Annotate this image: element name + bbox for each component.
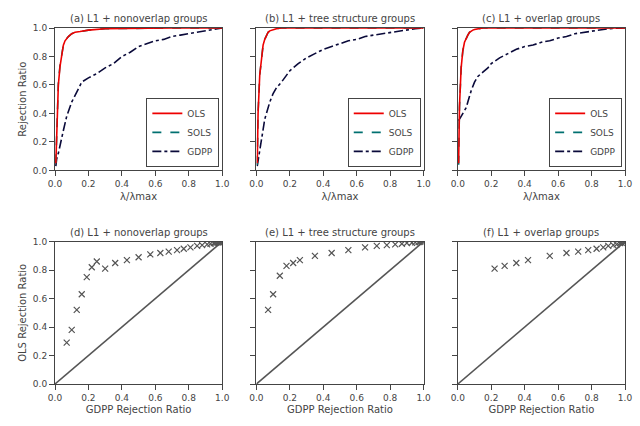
svg-text:1.0: 1.0: [416, 393, 431, 403]
svg-text:1.0: 1.0: [618, 179, 633, 189]
svg-text:(d) L1 + nonoverlap groups: (d) L1 + nonoverlap groups: [70, 227, 208, 238]
svg-text:0.6: 0.6: [551, 179, 566, 189]
svg-text:0.8: 0.8: [182, 179, 197, 189]
svg-text:1.0: 1.0: [618, 393, 633, 403]
svg-text:0.2: 0.2: [484, 179, 498, 189]
svg-text:(b) L1 + tree structure groups: (b) L1 + tree structure groups: [265, 13, 415, 24]
svg-text:0.6: 0.6: [350, 393, 365, 403]
svg-text:λ/λmax: λ/λmax: [523, 191, 560, 202]
svg-text:0.4: 0.4: [518, 393, 533, 403]
svg-text:0.0: 0.0: [33, 166, 48, 176]
svg-text:0.0: 0.0: [48, 393, 63, 403]
svg-text:0.2: 0.2: [81, 393, 95, 403]
svg-text:0.2: 0.2: [81, 179, 95, 189]
svg-text:0.8: 0.8: [33, 52, 48, 62]
svg-text:GDPP Rejection Ratio: GDPP Rejection Ratio: [86, 404, 192, 415]
svg-text:0.2: 0.2: [484, 393, 498, 403]
svg-text:1.0: 1.0: [215, 393, 230, 403]
svg-text:0.2: 0.2: [33, 351, 47, 361]
svg-text:GDPP Rejection Ratio: GDPP Rejection Ratio: [287, 404, 393, 415]
svg-text:SOLS: SOLS: [187, 128, 211, 138]
svg-text:0.4: 0.4: [115, 393, 130, 403]
svg-text:0.6: 0.6: [350, 179, 365, 189]
svg-text:(e) L1 + tree structure groups: (e) L1 + tree structure groups: [265, 227, 415, 238]
svg-text:0.0: 0.0: [249, 393, 264, 403]
svg-text:OLS: OLS: [590, 109, 608, 119]
svg-text:OLS Rejection Ratio: OLS Rejection Ratio: [17, 264, 28, 362]
svg-text:λ/λmax: λ/λmax: [120, 191, 157, 202]
svg-text:1.0: 1.0: [416, 179, 431, 189]
svg-text:0.8: 0.8: [584, 179, 599, 189]
svg-text:SOLS: SOLS: [389, 128, 413, 138]
svg-text:0.6: 0.6: [148, 393, 163, 403]
svg-text:0.0: 0.0: [451, 393, 466, 403]
svg-text:0.4: 0.4: [518, 179, 533, 189]
svg-text:GDPP Rejection Ratio: GDPP Rejection Ratio: [489, 404, 595, 415]
svg-text:0.8: 0.8: [33, 265, 48, 275]
svg-text:0.6: 0.6: [551, 393, 566, 403]
svg-text:0.8: 0.8: [383, 179, 398, 189]
svg-text:(a) L1 + nonoverlap groups: (a) L1 + nonoverlap groups: [70, 13, 208, 24]
svg-text:0.6: 0.6: [148, 179, 163, 189]
svg-text:0.4: 0.4: [33, 322, 48, 332]
svg-text:1.0: 1.0: [215, 179, 230, 189]
svg-text:λ/λmax: λ/λmax: [322, 191, 359, 202]
svg-text:0.0: 0.0: [451, 179, 466, 189]
svg-text:0.2: 0.2: [283, 179, 297, 189]
svg-text:GDPP: GDPP: [590, 147, 615, 157]
svg-text:GDPP: GDPP: [187, 147, 212, 157]
svg-text:0.0: 0.0: [33, 379, 48, 389]
svg-text:0.0: 0.0: [249, 179, 264, 189]
svg-text:0.4: 0.4: [115, 179, 130, 189]
svg-text:0.2: 0.2: [33, 137, 47, 147]
svg-text:0.8: 0.8: [383, 393, 398, 403]
svg-text:0.8: 0.8: [182, 393, 197, 403]
svg-text:0.4: 0.4: [316, 393, 331, 403]
svg-text:0.4: 0.4: [316, 179, 331, 189]
svg-text:1.0: 1.0: [33, 23, 48, 33]
svg-text:(c) L1 + overlap groups: (c) L1 + overlap groups: [482, 13, 600, 24]
svg-text:OLS: OLS: [389, 109, 407, 119]
svg-text:0.8: 0.8: [584, 393, 599, 403]
svg-text:(f) L1 + overlap groups: (f) L1 + overlap groups: [483, 227, 599, 238]
svg-text:0.6: 0.6: [33, 80, 48, 90]
svg-text:GDPP: GDPP: [389, 147, 414, 157]
svg-text:OLS: OLS: [187, 109, 205, 119]
svg-text:0.6: 0.6: [33, 294, 48, 304]
svg-text:0.2: 0.2: [283, 393, 297, 403]
svg-text:1.0: 1.0: [33, 237, 48, 247]
svg-text:0.4: 0.4: [33, 109, 48, 119]
svg-text:0.0: 0.0: [48, 179, 63, 189]
svg-text:SOLS: SOLS: [590, 128, 614, 138]
svg-text:Rejection Ratio: Rejection Ratio: [17, 62, 28, 137]
